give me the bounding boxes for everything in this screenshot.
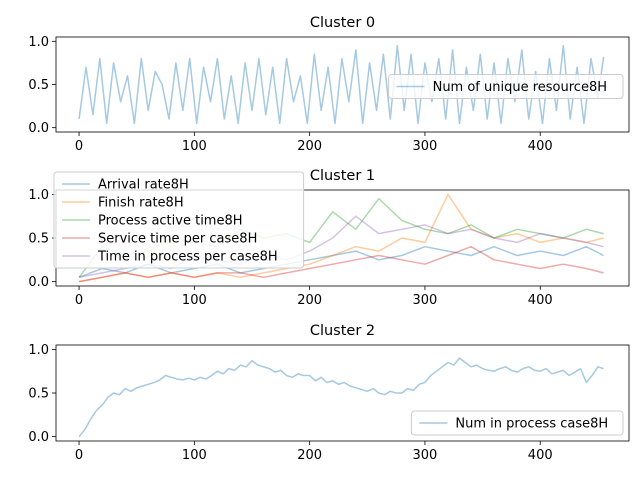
x-tick-label-2-4: 400: [528, 448, 553, 463]
subplot-cluster-2: 0 100 200 300 400 0.0 0.5 1.0 Cluster 2 Num in pr…: [28, 323, 630, 463]
y-tick-label-2-1: 0.5: [28, 387, 49, 402]
x-tick-label-0-4: 400: [528, 139, 553, 154]
subplot-cluster-0: 0 100 200 300 400 0.0 0.5 1.0 Cluster 0 Num of un…: [28, 15, 630, 154]
legend-1: Arrival rate8H Finish rate8H Process activ…: [53, 171, 305, 269]
x-tick-label-2-0: 0: [75, 448, 83, 463]
series-line-1-1: [78, 193, 604, 283]
legend-box-1: [53, 171, 305, 269]
series-line-1-3: [78, 245, 604, 283]
x-tick-label-2-1: 100: [182, 448, 207, 463]
legend-label-2-0: Num in process case8H: [455, 417, 608, 432]
x-tick-label-2-3: 300: [413, 448, 438, 463]
subplot-title-2: Cluster 2: [310, 323, 375, 339]
legend-box-2: [410, 410, 624, 436]
legend-box-0: [388, 74, 624, 99]
legend-0: Num of unique resource8H: [388, 74, 624, 99]
x-tick-label-1-1: 100: [182, 293, 207, 308]
y-tick-label-2-2: 1.0: [28, 343, 49, 358]
y-tick-label-0-0: 0.0: [28, 121, 49, 136]
legend-label-0-0: Num of unique resource8H: [433, 80, 607, 95]
x-tick-label-1-4: 400: [528, 293, 553, 308]
series-line-1-0: [78, 245, 604, 279]
x-tick-label-0-2: 200: [297, 139, 322, 154]
legend-label-1-1: Finish rate8H: [98, 196, 184, 211]
subplot-cluster-1: 0 100 200 300 400 0.0 0.5 1.0 Cluster 1 Arrival r…: [28, 168, 630, 308]
y-tick-label-2-0: 0.0: [28, 430, 49, 445]
y-tick-label-1-0: 0.0: [28, 275, 49, 290]
y-tick-label-0-1: 0.5: [28, 78, 49, 93]
legend-label-1-2: Process active time8H: [98, 214, 243, 229]
x-tick-label-1-3: 300: [413, 293, 438, 308]
x-tick-label-0-1: 100: [182, 139, 207, 154]
legend-label-1-0: Arrival rate8H: [98, 178, 189, 193]
x-tick-label-0-0: 0: [75, 139, 83, 154]
legend-label-1-3: Service time per case8H: [98, 232, 257, 247]
y-tick-label-1-1: 0.5: [28, 232, 49, 247]
x-tick-label-2-2: 200: [297, 448, 322, 463]
series-line-2-0: [78, 357, 604, 438]
x-tick-label-1-0: 0: [75, 293, 83, 308]
x-tick-label-0-3: 300: [413, 139, 438, 154]
subplot-title-0: Cluster 0: [310, 15, 375, 31]
y-tick-label-1-2: 1.0: [28, 188, 49, 203]
legend-2: Num in process case8H: [410, 410, 624, 436]
legend-label-1-4: Time in process per case8H: [97, 250, 278, 265]
y-tick-label-0-2: 1.0: [28, 35, 49, 50]
x-tick-label-1-2: 200: [297, 293, 322, 308]
subplot-title-1: Cluster 1: [310, 168, 375, 184]
